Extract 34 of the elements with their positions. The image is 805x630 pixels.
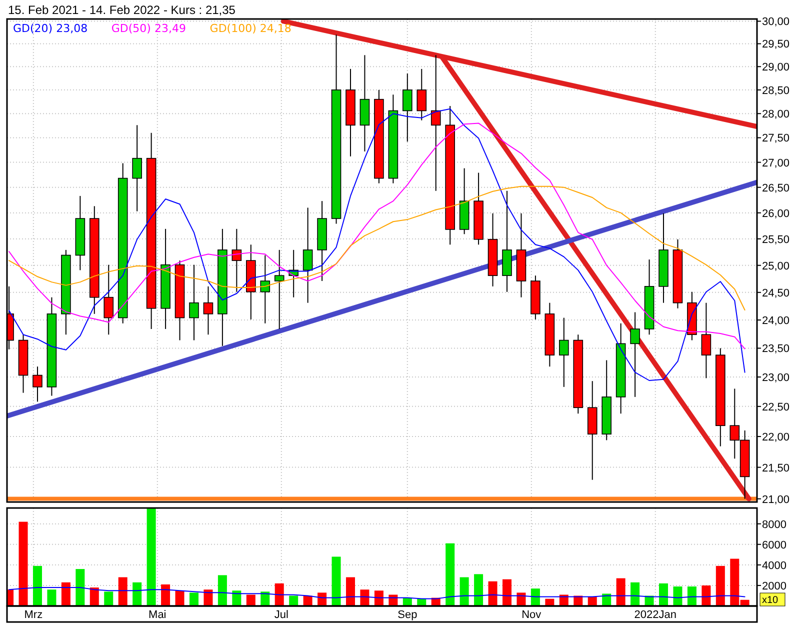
y-tick-label: 2000 [762,580,786,592]
text: GD(20) 23,08 [13,22,88,35]
y-tick-label: 22,00 [762,432,790,444]
text: GD(50) 23,49 [111,22,186,35]
x-tick-label: Jul [274,609,288,621]
y-tick-label: 22,50 [762,401,790,414]
y-tick-label: 28,50 [762,84,790,97]
y-tick-label: 27,50 [762,132,790,145]
y-tick-label: 25,00 [762,260,790,272]
y-tick-label: 8000 [762,518,786,531]
text: GD(100) 24,18 [210,22,292,35]
x-tick-label: Mrz [24,609,43,621]
chart-title: 15. Feb 2021 - 14. Feb 2022 - Kurs : 21,35 [8,3,236,17]
text: x10 [762,595,779,606]
y-tick-label: 29,50 [762,38,790,51]
y-tick-label: 26,50 [762,182,790,194]
y-tick-label: 28,00 [762,108,790,121]
y-tick-label: 23,00 [762,372,790,384]
y-tick-label: 24,50 [762,287,790,300]
y-tick-label: 30,00 [762,16,790,28]
y-tick-label: 4000 [762,560,786,572]
x-tick-label: Sep [398,609,418,621]
y-tick-label: 25,50 [762,234,790,246]
x-tick-label: Nov [522,609,542,621]
y-tick-label: 27,00 [762,157,790,170]
y-tick-label: 6000 [762,539,786,552]
x-tick-label: 2022Jan [634,609,676,621]
y-tick-label: 24,00 [762,315,790,328]
y-tick-label: 21,00 [762,494,790,506]
x-tick-label: Mai [148,609,166,621]
y-tick-label: 26,00 [762,208,790,220]
y-tick-label: 23,50 [762,343,790,356]
y-tick-label: 29,00 [762,62,790,74]
y-tick-label: 21,50 [762,462,790,474]
